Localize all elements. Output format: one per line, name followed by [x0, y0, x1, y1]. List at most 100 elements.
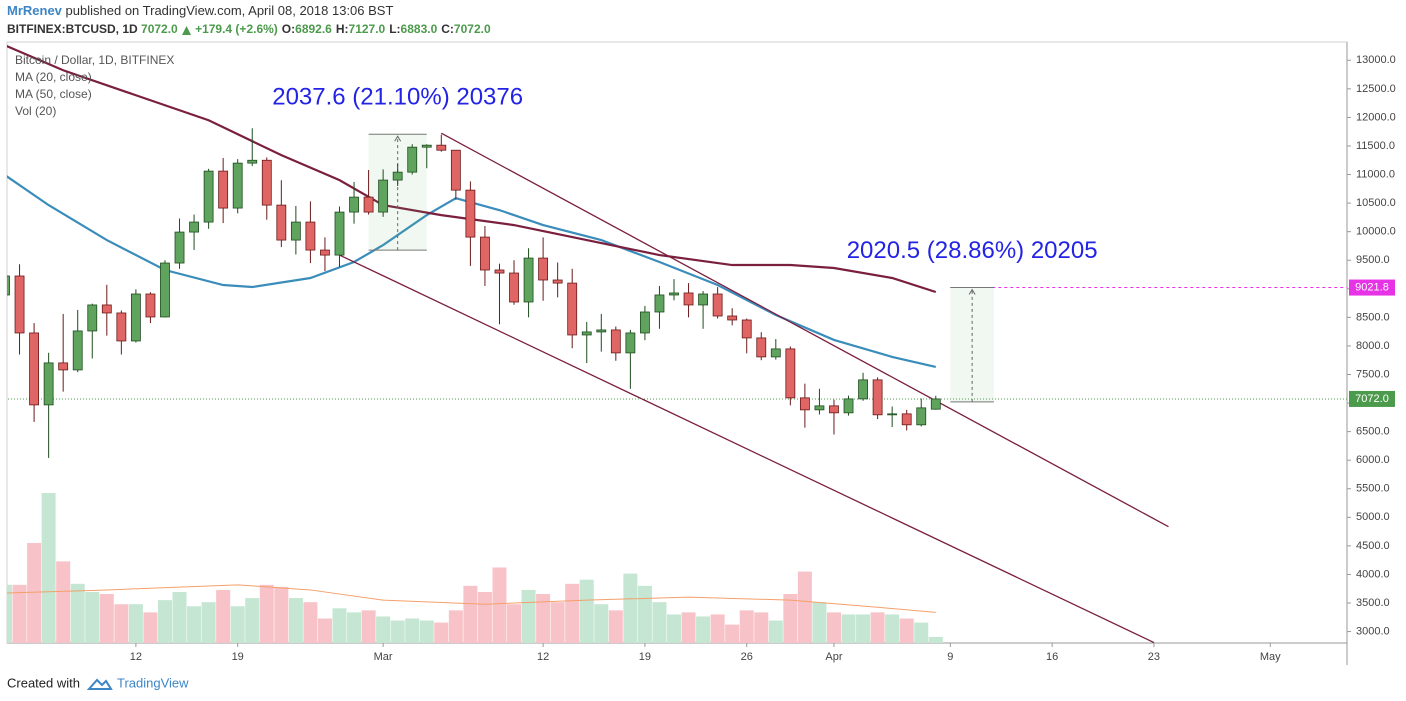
volume-bar	[914, 622, 929, 643]
candle-body	[130, 293, 141, 342]
volume-bar	[288, 598, 303, 643]
volume-bar	[114, 604, 129, 643]
measure-label: 2037.6 (21.10%) 20376	[272, 84, 523, 111]
volume-bar	[477, 591, 492, 643]
volume-bar	[608, 610, 623, 643]
volume-bar	[434, 622, 449, 643]
symbol-line: BITFINEX:BTCUSD, 1D 7072.0 +179.4 (+2.6%…	[7, 22, 491, 36]
candle-body	[930, 398, 941, 410]
candle-body	[509, 272, 519, 303]
volume-bar	[768, 620, 783, 643]
footer-brand[interactable]: TradingView	[117, 675, 189, 690]
candle-body	[116, 312, 127, 342]
ma-line	[7, 44, 937, 294]
candle-body	[87, 304, 98, 332]
volume-bar	[157, 600, 172, 643]
candle-body	[567, 282, 578, 336]
volume-bar	[7, 584, 12, 643]
candle-body	[610, 329, 621, 354]
candle-body	[72, 330, 83, 371]
o-val: 6892.6	[295, 22, 332, 36]
volume-bar	[826, 612, 841, 643]
candle-body	[625, 332, 636, 354]
volume-bar	[710, 614, 725, 643]
candle-body	[160, 262, 170, 318]
candle-body	[712, 293, 723, 317]
ma-line	[7, 584, 936, 613]
h-val: 7127.0	[349, 22, 386, 36]
candle-body	[261, 159, 272, 206]
up-arrow-icon	[182, 26, 192, 35]
x-tick-label: 23	[1148, 651, 1160, 663]
y-tick-label: 11500.0	[1356, 140, 1395, 152]
plot-border	[6, 41, 1348, 644]
published: published on TradingView.com, April 08, …	[66, 3, 394, 18]
candle-body	[145, 293, 156, 318]
y-tick-label: 6500.0	[1356, 426, 1390, 438]
y-tick-label: 4000.0	[1356, 568, 1390, 580]
c-key: C:	[441, 22, 454, 36]
x-tick-label: 12	[537, 651, 549, 663]
volume-bar	[12, 584, 27, 643]
legend-entry: MA (50, close)	[15, 87, 92, 101]
x-tick-label: 16	[1046, 651, 1058, 663]
y-tick-label: 12000.0	[1356, 111, 1396, 123]
volume-bar	[783, 594, 798, 643]
volume-bar	[681, 612, 696, 643]
volume-bar	[390, 620, 405, 643]
volume-bar	[99, 594, 114, 643]
volume-bar	[536, 594, 551, 643]
candle-body	[43, 362, 54, 406]
candle-body	[872, 379, 883, 416]
volume-bar	[463, 585, 478, 643]
candle-body	[247, 159, 258, 164]
volume-bar	[565, 583, 580, 643]
candle-body	[858, 379, 868, 400]
candle-body	[538, 257, 549, 281]
candle-body	[436, 144, 447, 151]
volume-bar	[623, 573, 638, 643]
h-key: H:	[336, 22, 349, 36]
candle-body	[276, 204, 287, 241]
header-line: MrRenev published on TradingView.com, Ap…	[7, 3, 393, 18]
price-label-box	[1349, 390, 1395, 407]
volume-bar	[856, 614, 871, 643]
volume-bar	[332, 608, 347, 643]
volume-bar	[259, 584, 274, 643]
l-key: L:	[389, 22, 400, 36]
volume-bar	[841, 614, 856, 643]
candle-body	[29, 332, 39, 406]
volume-bar	[492, 567, 507, 643]
price-label-box	[1349, 279, 1395, 296]
volume-bar	[870, 612, 885, 643]
volume-bar	[521, 589, 536, 643]
candle-body	[901, 413, 912, 426]
candle-body	[203, 170, 214, 223]
trendline	[339, 254, 1155, 643]
volume-bar	[637, 585, 652, 643]
volume-bar	[550, 602, 565, 643]
tradingview-logo	[86, 678, 113, 690]
volume-bar	[754, 612, 769, 643]
candle-body	[640, 311, 650, 334]
candle-body	[232, 162, 243, 209]
author: MrRenev	[7, 3, 63, 18]
candle-body	[916, 407, 927, 426]
candle-body	[669, 292, 679, 296]
volume-bar	[172, 591, 187, 643]
candle-body	[799, 397, 810, 411]
candle-body	[392, 171, 403, 181]
x-tick-label: 26	[741, 651, 753, 663]
candle-body	[741, 319, 752, 339]
price-label: 9021.8	[1355, 281, 1389, 293]
candle-body	[378, 179, 389, 213]
candle-body	[785, 348, 796, 399]
candle-body	[189, 221, 199, 233]
measure-arrowhead	[394, 135, 402, 142]
volume-bar	[201, 602, 216, 643]
candle-body	[654, 294, 665, 313]
candle-body	[174, 231, 185, 264]
candle-body	[843, 398, 854, 414]
volume-bar	[128, 604, 143, 643]
candle-body	[887, 413, 898, 416]
